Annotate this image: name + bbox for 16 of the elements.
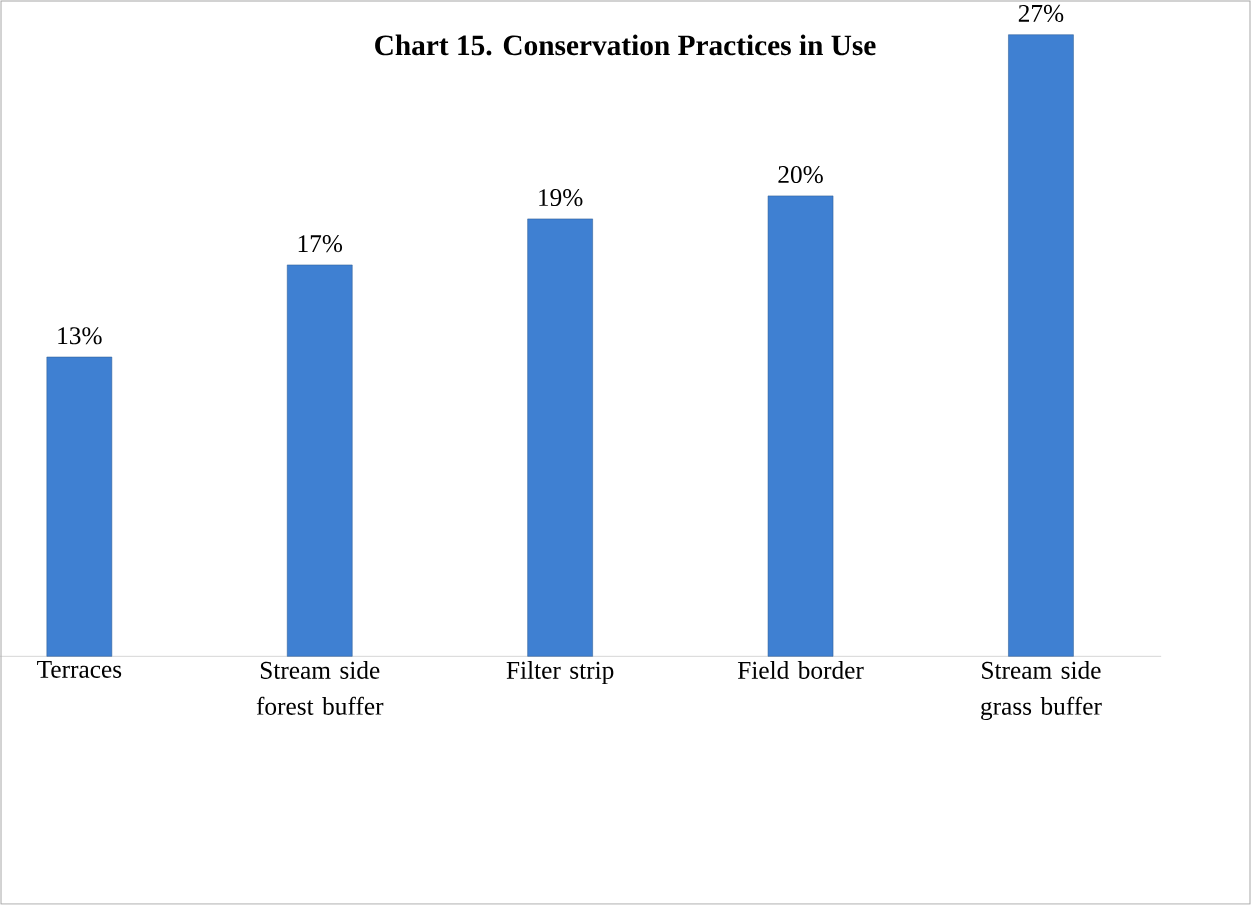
- bar: [46, 356, 113, 657]
- data-label: 13%: [58, 327, 102, 345]
- bar: [527, 218, 593, 657]
- data-label: 27%: [1018, 4, 1064, 22]
- x-tick-label: Terraces: [37, 661, 122, 678]
- bar: [767, 195, 834, 657]
- data-label: 17%: [298, 235, 343, 253]
- data-label: 20%: [778, 166, 823, 184]
- chart-title: Chart 15. Conservation Practices in Use: [375, 34, 876, 56]
- x-tick-label: Stream side grass buffer: [981, 661, 1102, 721]
- x-tick-label: Filter strip: [506, 661, 614, 685]
- x-tick-label: Field border: [737, 661, 864, 679]
- bar: [286, 264, 353, 657]
- data-label: 19%: [539, 189, 583, 207]
- bar: [1008, 34, 1074, 657]
- x-tick-label: Stream side forest buffer: [256, 661, 384, 715]
